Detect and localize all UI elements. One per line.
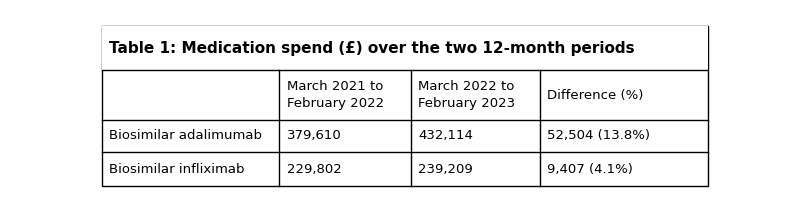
Text: March 2022 to
February 2023: March 2022 to February 2023 <box>419 80 515 110</box>
Text: Difference (%): Difference (%) <box>547 89 643 102</box>
Text: 379,610: 379,610 <box>287 129 341 142</box>
Text: 9,407 (4.1%): 9,407 (4.1%) <box>547 163 633 176</box>
Text: Table 1: Medication spend (£) over the two 12-month periods: Table 1: Medication spend (£) over the t… <box>109 41 635 56</box>
Text: March 2021 to
February 2022: March 2021 to February 2022 <box>287 80 384 110</box>
Text: 52,504 (13.8%): 52,504 (13.8%) <box>547 129 650 142</box>
Text: 229,802: 229,802 <box>287 163 341 176</box>
Text: 239,209: 239,209 <box>419 163 473 176</box>
Text: 432,114: 432,114 <box>419 129 473 142</box>
Bar <box>102 26 708 71</box>
Text: Biosimilar infliximab: Biosimilar infliximab <box>109 163 245 176</box>
Text: Biosimilar adalimumab: Biosimilar adalimumab <box>109 129 262 142</box>
